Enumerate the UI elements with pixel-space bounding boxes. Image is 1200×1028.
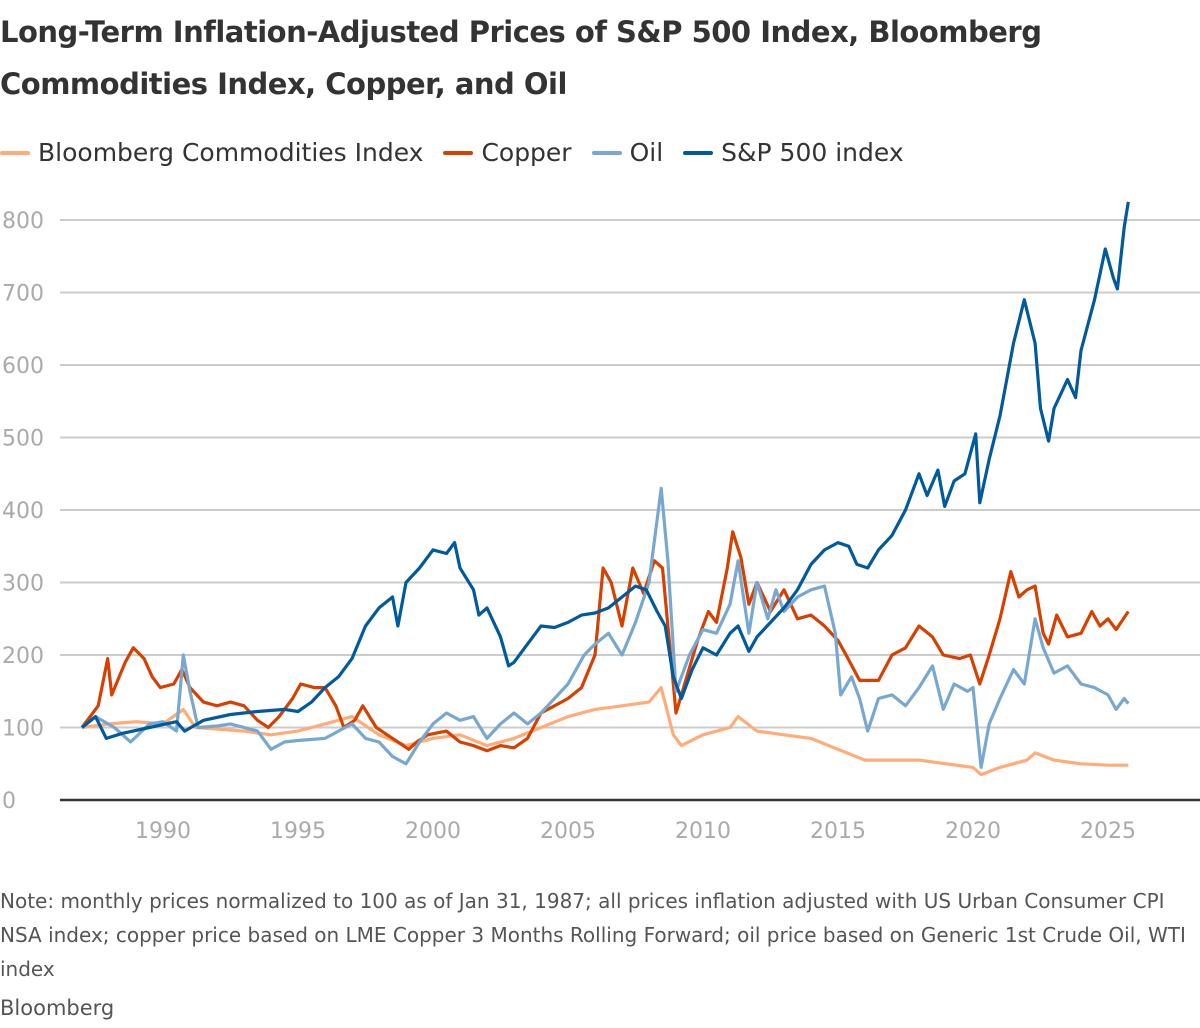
legend-label: Oil [629,138,664,167]
chart-title: Long-Term Inflation-Adjusted Prices of S… [0,15,1042,101]
legend-label: S&P 500 index [721,138,904,167]
series-line-bloomberg-commodities-index [81,686,1129,777]
legend-item: Copper [443,138,572,167]
legend: Bloomberg Commodities Index Copper Oil S&P … [0,138,904,167]
y-tick-label: 200 [2,644,44,669]
x-tick-label: 2005 [540,819,596,844]
legend-label: Copper [481,138,572,167]
y-tick-label: 400 [2,499,44,524]
x-tick-label: 2010 [675,819,731,844]
series-line-s-p-500-index [80,201,1130,740]
x-tick-label: 2000 [405,819,461,844]
legend-swatch [443,150,474,155]
legend-item: S&P 500 index [683,138,904,167]
legend-label: Bloomberg Commodities Index [38,138,424,167]
y-tick-label: 500 [2,427,44,452]
x-tick-label: 1995 [270,819,326,844]
x-tick-label: 2015 [810,819,866,844]
y-tick-label: 800 [2,209,44,234]
chart-source: Bloomberg [0,996,115,1020]
y-tick-label: 100 [2,717,44,742]
legend-item: Bloomberg Commodities Index [0,138,423,167]
legend-item: Oil [591,138,664,167]
legend-swatch [0,150,30,155]
series-line-copper [80,530,1130,753]
series-line-oil [80,486,1130,769]
x-tick-label: 2025 [1080,819,1136,844]
x-tick-label: 2020 [945,819,1001,844]
y-tick-label: 0 [2,789,16,814]
chart-note: Note: monthly prices normalized to 100 a… [0,889,1186,981]
legend-swatch [591,150,622,155]
legend-swatch [683,150,714,155]
y-tick-label: 700 [2,282,44,307]
x-tick-label: 1990 [135,819,191,844]
y-tick-label: 300 [2,572,44,597]
y-tick-label: 600 [2,354,44,379]
